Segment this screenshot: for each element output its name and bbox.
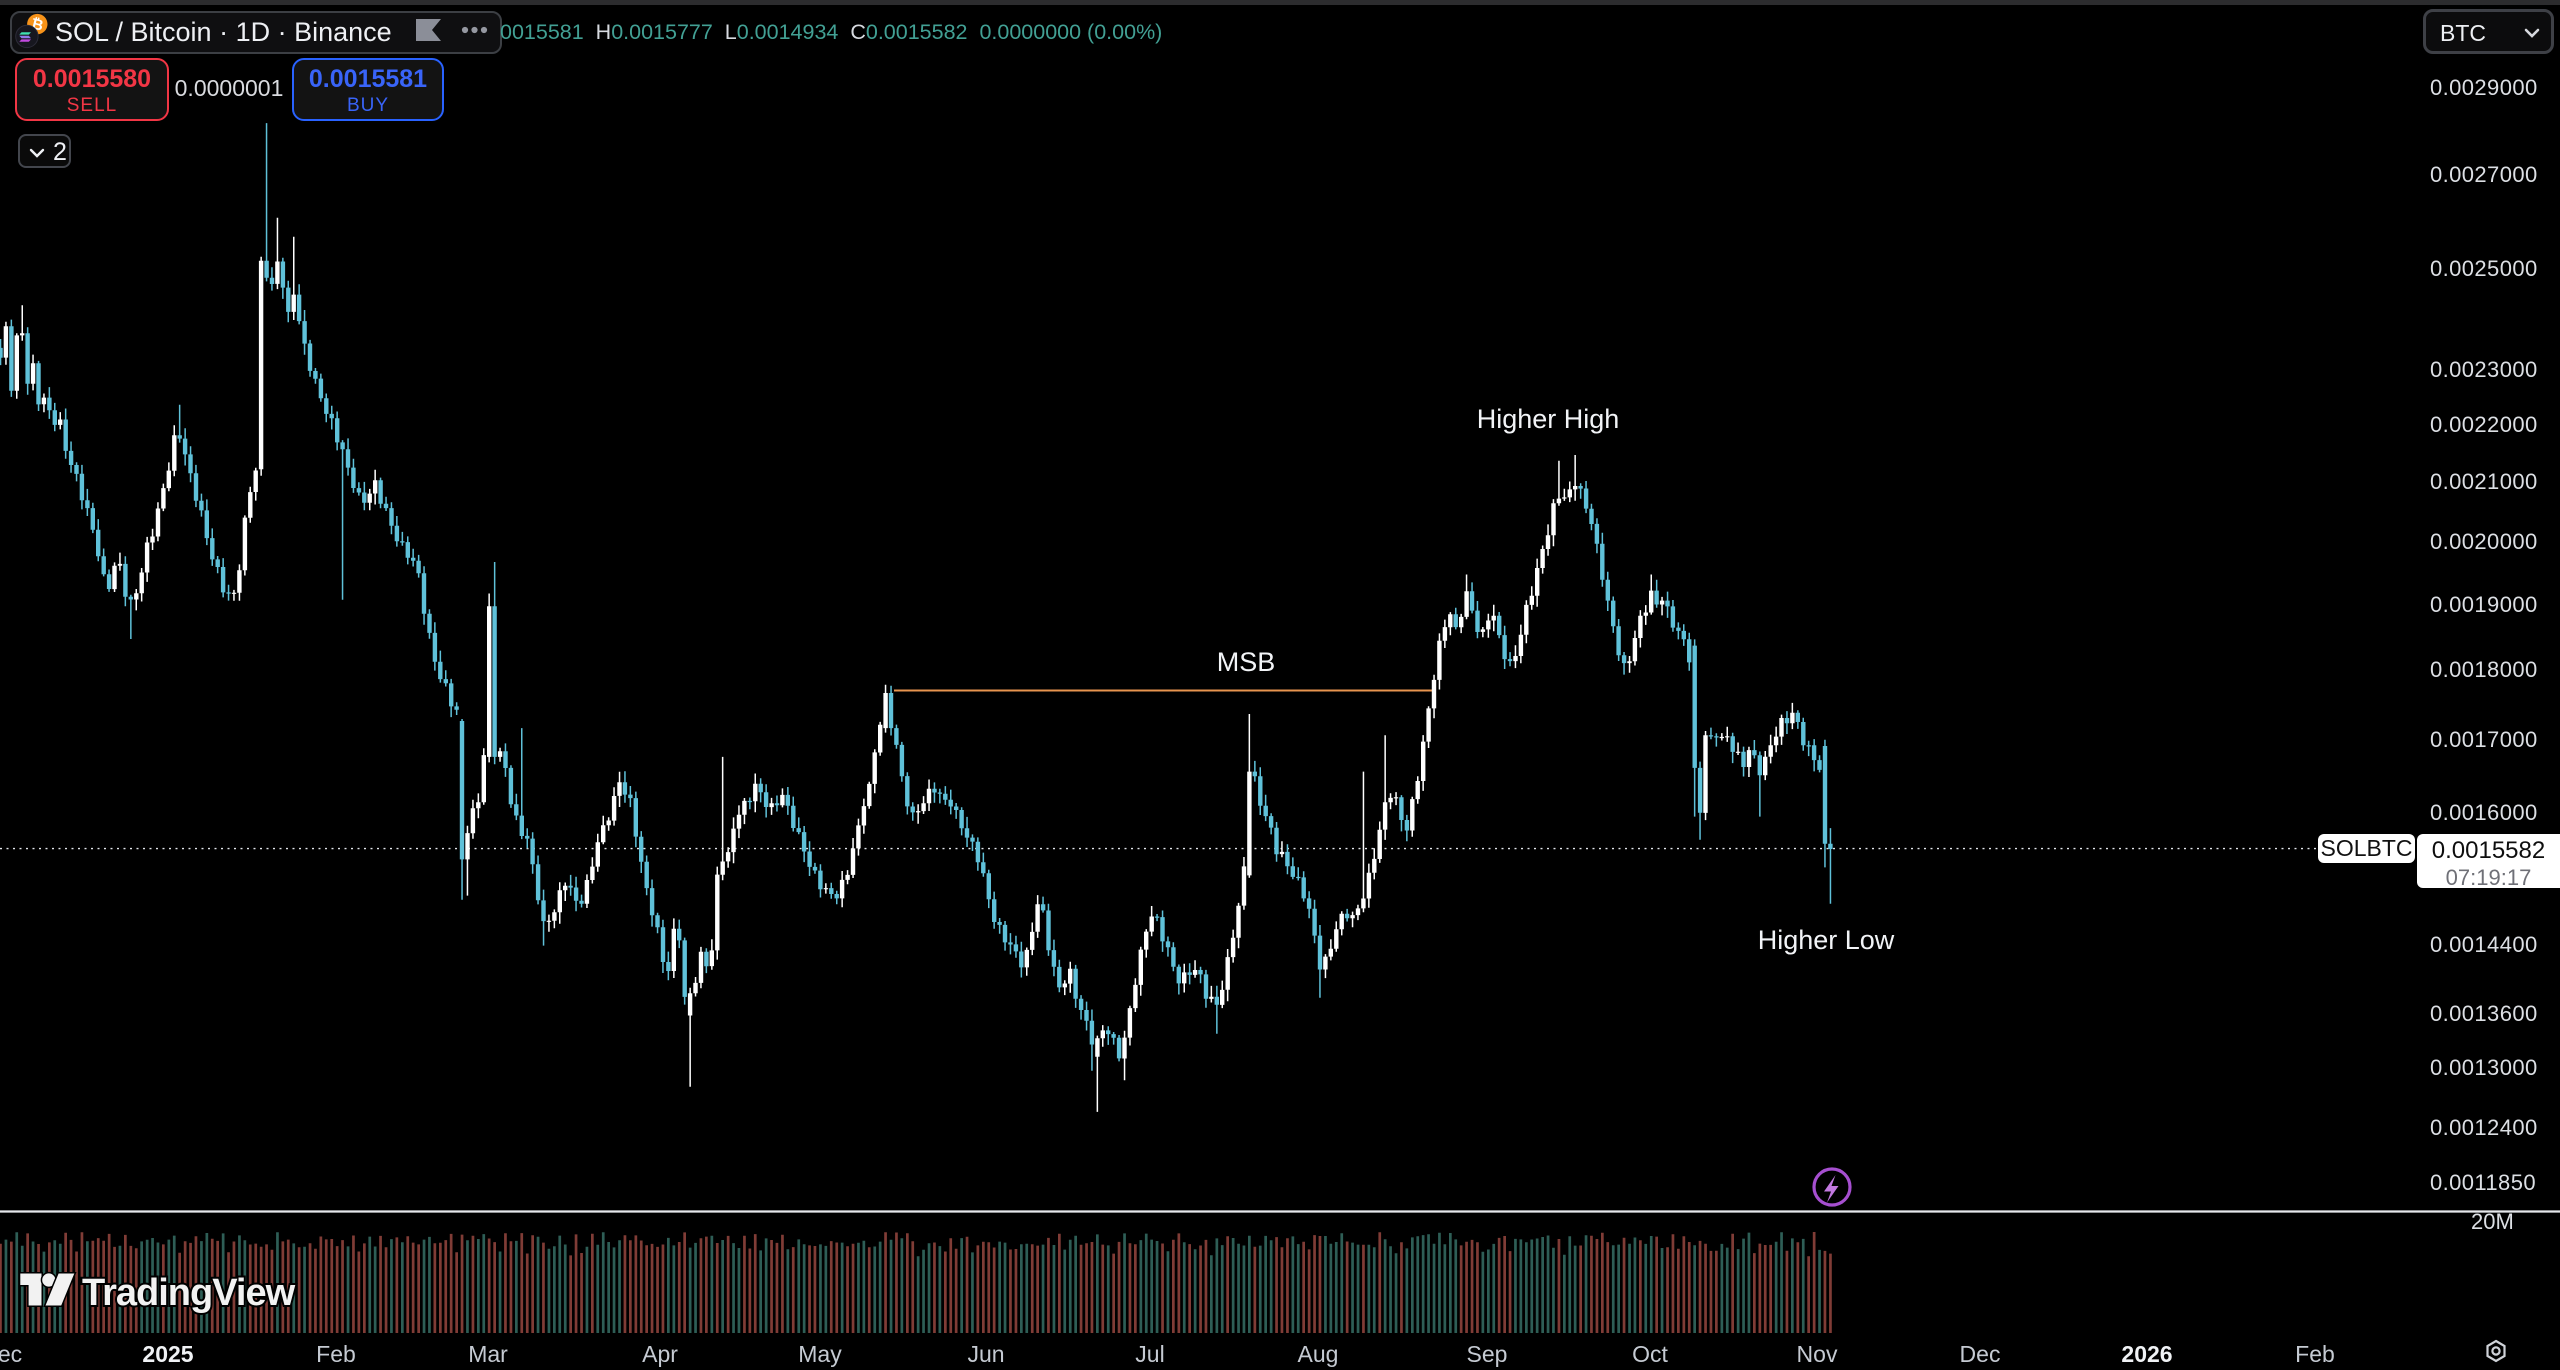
svg-text:TradingView: TradingView	[82, 1272, 296, 1314]
